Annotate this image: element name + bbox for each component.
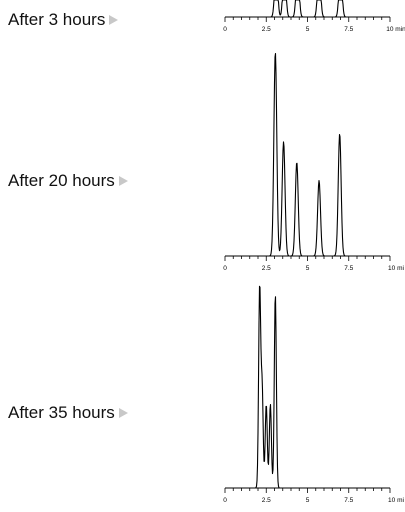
chart-panel-2: 0 2.5 5 7.5 10 mi <box>223 285 404 504</box>
panel-label-20h: After 20 hours <box>8 171 128 191</box>
x-tick-label: 7.5 <box>344 265 353 272</box>
x-tick-label: 7.5 <box>344 497 353 504</box>
chromatogram-trace <box>224 285 391 489</box>
chart-panel-1: 0 2.5 5 7.5 10 mi <box>223 52 404 272</box>
x-tick-label: 5 <box>306 265 310 272</box>
x-tick-label: 10 min <box>386 26 405 33</box>
arrow-right-icon <box>109 15 119 25</box>
arrow-right-icon <box>118 176 128 186</box>
x-tick-label: 7.5 <box>344 26 353 33</box>
chromatogram-trace <box>224 52 391 257</box>
x-tick-label: 2.5 <box>262 265 271 272</box>
panel-label-3h: After 3 hours <box>8 10 119 30</box>
x-tick-label: 5 <box>306 497 310 504</box>
x-tick-label: 0 <box>223 26 227 33</box>
chart-panel-0: 0 2.5 5 7.5 10 min <box>223 0 405 33</box>
x-tick-label: 5 <box>306 26 310 33</box>
panel-label-35h: After 35 hours <box>8 403 128 423</box>
x-tick-label: 10 mi <box>388 497 404 504</box>
panel-label-3h-text: After 3 hours <box>8 10 106 29</box>
chromatogram-trace <box>224 0 391 18</box>
x-tick-label: 2.5 <box>262 26 271 33</box>
x-tick-label: 2.5 <box>262 497 271 504</box>
arrow-right-icon <box>118 408 128 418</box>
x-tick-label: 10 mi <box>388 265 404 272</box>
x-tick-label: 0 <box>223 497 227 504</box>
panel-label-20h-text: After 20 hours <box>8 171 115 190</box>
x-tick-label: 0 <box>223 265 227 272</box>
panel-label-35h-text: After 35 hours <box>8 403 115 422</box>
